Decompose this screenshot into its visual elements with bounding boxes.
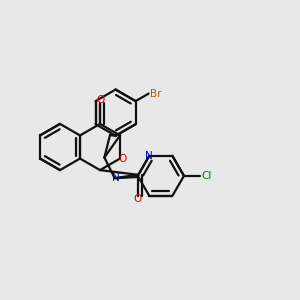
Text: O: O <box>118 154 127 164</box>
Text: N: N <box>112 173 120 183</box>
Text: N: N <box>146 151 153 161</box>
Text: O: O <box>134 194 142 204</box>
Text: O: O <box>96 94 104 105</box>
Text: Br: Br <box>150 88 162 99</box>
Text: Cl: Cl <box>201 171 212 181</box>
